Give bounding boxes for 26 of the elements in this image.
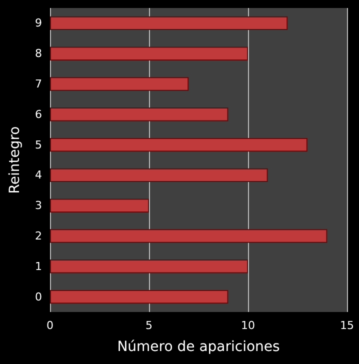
bar	[50, 108, 228, 122]
x-tick-label: 0	[46, 319, 54, 332]
y-tick-label: 4	[35, 168, 42, 182]
y-tick-label: 5	[35, 138, 42, 152]
y-tick-label: 3	[35, 199, 42, 212]
bar	[50, 16, 288, 30]
y-tick-label: 2	[35, 230, 42, 242]
bar	[50, 290, 228, 304]
y-tick-label: 1	[35, 260, 42, 273]
bar	[50, 198, 149, 212]
y-axis-title: Reintegro	[7, 126, 23, 194]
x-tick-label: 15	[340, 319, 354, 332]
bar	[50, 229, 328, 243]
y-tick-label: 0	[35, 290, 42, 304]
y-tick-label: 7	[35, 78, 42, 90]
y-tick-label: 9	[35, 16, 42, 30]
bar	[50, 77, 189, 91]
bar	[50, 260, 248, 274]
y-tick-label: 6	[35, 108, 42, 121]
bar	[50, 46, 248, 60]
bar	[50, 138, 308, 152]
x-tick-label: 10	[241, 319, 255, 332]
y-tick-label: 8	[35, 47, 42, 60]
x-axis-title: Número de apariciones	[117, 339, 280, 355]
bar	[50, 168, 268, 182]
x-tick-label: 5	[146, 319, 152, 332]
